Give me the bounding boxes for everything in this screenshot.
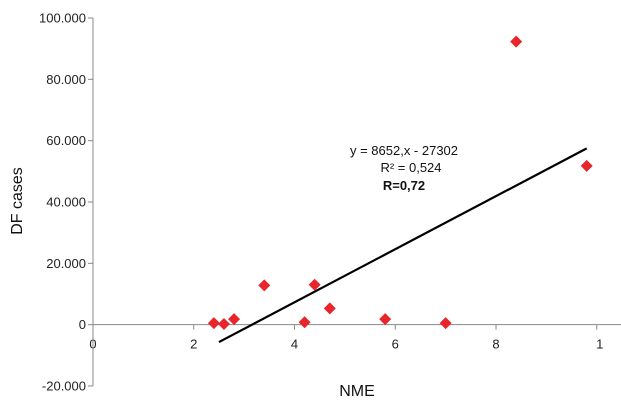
data-point bbox=[228, 313, 241, 326]
r-value-annotation: R=0,72 bbox=[383, 178, 425, 193]
equation-annotation: y = 8652,x - 27302 bbox=[350, 143, 458, 158]
x-tick-label: 1 bbox=[596, 337, 603, 352]
y-tick-label: -20.000 bbox=[42, 379, 86, 394]
x-tick-label: 4 bbox=[291, 337, 298, 352]
data-point bbox=[308, 278, 321, 291]
x-axis-title: NME bbox=[339, 383, 375, 400]
data-point bbox=[217, 318, 230, 331]
trend-line bbox=[218, 147, 588, 344]
data-points bbox=[207, 35, 593, 331]
x-tick-label: 8 bbox=[492, 337, 499, 352]
data-point bbox=[298, 316, 311, 329]
data-point bbox=[510, 35, 523, 48]
y-tick-label: 100.000 bbox=[39, 11, 86, 26]
y-tick-label: 20.000 bbox=[46, 256, 86, 271]
x-tick-label: 6 bbox=[392, 337, 399, 352]
data-point bbox=[580, 159, 593, 172]
data-point bbox=[258, 279, 271, 292]
data-point bbox=[207, 317, 220, 330]
y-tick-label: 80.000 bbox=[46, 72, 86, 87]
r-squared-annotation: R² = 0,524 bbox=[380, 160, 441, 175]
x-tick-label: 2 bbox=[190, 337, 197, 352]
data-point bbox=[323, 302, 336, 315]
y-axis-ticks: -20.000 0 20.000 40.000 60.000 80.000 100.000 bbox=[39, 11, 93, 394]
y-tick-label: 40.000 bbox=[46, 195, 86, 210]
y-tick-label: 0 bbox=[79, 317, 86, 332]
y-axis-title: DF cases bbox=[9, 167, 26, 235]
data-point bbox=[439, 317, 452, 330]
y-tick-label: 60.000 bbox=[46, 133, 86, 148]
data-point bbox=[379, 313, 392, 326]
